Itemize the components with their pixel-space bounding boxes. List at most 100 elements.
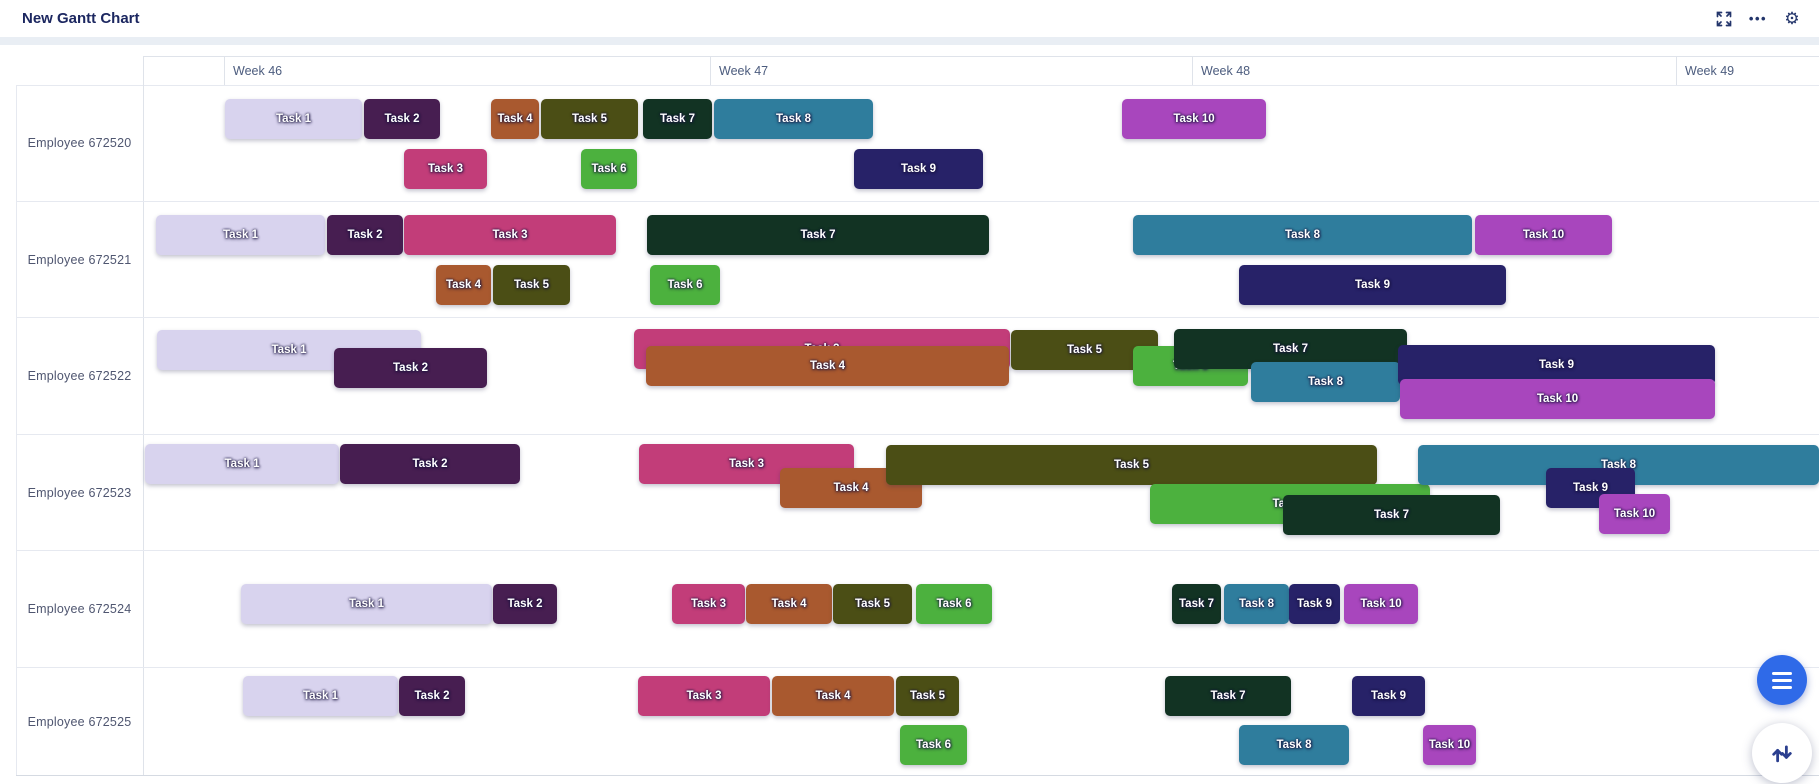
task-bar-label: Task 9 (1371, 690, 1406, 702)
employee-row: Employee 672521 Task 1 Task 2 Task 3 Task 4 T… (16, 202, 1819, 318)
menu-fab[interactable] (1757, 655, 1807, 705)
task-bar-label: Task 1 (224, 458, 260, 470)
task-bar[interactable]: Task 2 (327, 215, 403, 255)
employee-row: Employee 672525 Task 1 Task 2 Task 3 Task 4 T… (16, 668, 1819, 776)
week-label: Week 49 (1685, 64, 1735, 78)
task-bar[interactable]: Task 3 (638, 676, 770, 716)
task-bar-label: Task 6 (591, 163, 627, 175)
employee-label: Employee 672520 (27, 136, 132, 150)
row-bars: Task 1 Task 2 Task 3 Task 4 Task 5 Task 6 Task… (0, 668, 1819, 775)
task-bar[interactable]: Task 7 (1165, 676, 1291, 716)
task-bar-label: Task 3 (691, 598, 726, 610)
task-bar[interactable]: Task 7 (1172, 584, 1221, 624)
task-bar-label: Task 5 (910, 690, 945, 702)
task-bar-label: Task 8 (1239, 598, 1274, 610)
task-bar[interactable]: Task 1 (225, 99, 362, 139)
task-bar-label: Task 1 (303, 690, 338, 702)
task-bar-label: Task 8 (1285, 229, 1320, 241)
task-bar[interactable]: Task 10 (1344, 584, 1418, 624)
employee-column-divider (143, 56, 144, 776)
task-bar[interactable]: Task 1 (241, 584, 492, 624)
task-bar-label: Task 2 (347, 229, 383, 241)
task-bar-label: Task 7 (1179, 598, 1214, 610)
task-bar[interactable]: Task 8 (1239, 725, 1349, 765)
task-bar[interactable]: Task 5 (886, 445, 1377, 485)
task-bar[interactable]: Task 4 (491, 99, 539, 139)
gear-icon[interactable]: ⚙ (1784, 8, 1800, 28)
task-bar[interactable]: Task 5 (493, 265, 570, 305)
task-bar[interactable]: Task 10 (1400, 379, 1715, 419)
task-bar[interactable]: Task 8 (714, 99, 873, 139)
task-bar[interactable]: Task 3 (404, 149, 487, 189)
task-bar[interactable]: Task 5 (541, 99, 638, 139)
task-bar[interactable]: Task 7 (647, 215, 989, 255)
swap-fab[interactable] (1752, 723, 1812, 783)
task-bar[interactable]: Task 1 (145, 444, 339, 484)
task-bar[interactable]: Task 2 (493, 584, 557, 624)
task-bar[interactable]: Task 1 (156, 215, 325, 255)
ellipsis-icon[interactable]: ••• (1748, 10, 1768, 26)
week-cell: Week 48 (1192, 57, 1676, 86)
task-bar[interactable]: Task 7 (1283, 495, 1500, 535)
task-bar[interactable]: Task 5 (896, 676, 959, 716)
task-bar[interactable]: Task 8 (1133, 215, 1472, 255)
task-bar-label: Task 2 (412, 458, 448, 470)
task-bar[interactable]: Task 9 (1239, 265, 1506, 305)
week-cell: Week 49 (1676, 57, 1819, 86)
task-bar-label: Task 7 (800, 229, 836, 241)
task-bar[interactable]: Task 1 (243, 676, 398, 716)
employee-label: Employee 672523 (27, 485, 132, 500)
task-bar[interactable]: Task 4 (746, 584, 832, 624)
task-bar[interactable]: Task 5 (833, 584, 912, 624)
task-bar-label: Task 8 (776, 113, 811, 125)
week-label: Week 46 (233, 64, 283, 78)
task-bar[interactable]: Task 2 (364, 99, 440, 139)
task-bar-label: Task 9 (1297, 598, 1332, 610)
task-bar[interactable]: Task 10 (1423, 725, 1476, 765)
task-bar[interactable]: Task 10 (1122, 99, 1266, 139)
task-bar-label: Task 4 (446, 279, 481, 291)
task-bar[interactable]: Task 4 (646, 346, 1009, 386)
task-bar[interactable]: Task 4 (772, 676, 894, 716)
task-bar[interactable]: Task 4 (436, 265, 491, 305)
task-bar[interactable]: Task 8 (1224, 584, 1289, 624)
task-bar[interactable]: Task 6 (581, 149, 637, 189)
task-bar[interactable]: Task 2 (334, 348, 487, 388)
task-bar[interactable]: Task 8 (1251, 362, 1400, 402)
task-bar-label: Task 9 (901, 163, 936, 175)
employee-label: Employee 672521 (27, 252, 132, 267)
task-bar[interactable]: Task 9 (1289, 584, 1340, 624)
expand-icon[interactable] (1715, 10, 1733, 28)
task-bar[interactable]: Task 7 (643, 99, 712, 139)
task-bar-label: Task 10 (1360, 598, 1402, 610)
task-bar-label: Task 7 (1210, 690, 1246, 702)
task-bar[interactable]: Task 2 (399, 676, 465, 716)
task-bar[interactable]: Task 2 (340, 444, 520, 484)
titlebar-icons: ••• ⚙ (1715, 0, 1801, 37)
task-bar[interactable]: Task 10 (1599, 494, 1670, 534)
task-bar-label: Task 3 (686, 690, 722, 702)
row-bars: Task 1 Task 2 Task 3 Task 4 Task 5 Task 6 Task… (0, 202, 1819, 317)
task-bar[interactable]: Task 9 (1352, 676, 1425, 716)
task-bar[interactable]: Task 3 (639, 444, 854, 484)
task-bar-label: Task 1 (223, 229, 258, 241)
task-bar[interactable]: Task 3 (404, 215, 616, 255)
task-bar[interactable]: Task 6 (916, 584, 992, 624)
table-left-border (16, 85, 17, 776)
task-bar[interactable]: Task 10 (1475, 215, 1612, 255)
employee-row: Employee 672524 Task 1 Task 2 Task 3 Task 4 T… (16, 551, 1819, 668)
task-bar-label: Task 5 (514, 279, 549, 291)
task-bar[interactable]: Task 6 (900, 725, 967, 765)
task-bar-label: Task 5 (572, 113, 607, 125)
task-bar-label: Task 2 (393, 362, 428, 374)
task-bar[interactable]: Task 9 (1398, 345, 1715, 385)
task-bar[interactable]: Task 9 (854, 149, 983, 189)
task-bar-label: Task 1 (349, 598, 384, 610)
task-bar-label: Task 4 (810, 360, 845, 372)
task-bar-label: Task 8 (1276, 739, 1312, 751)
task-bar[interactable]: Task 9 (1546, 468, 1635, 508)
task-bar[interactable]: Task 6 (650, 265, 720, 305)
task-bar[interactable]: Task 3 (672, 584, 745, 624)
